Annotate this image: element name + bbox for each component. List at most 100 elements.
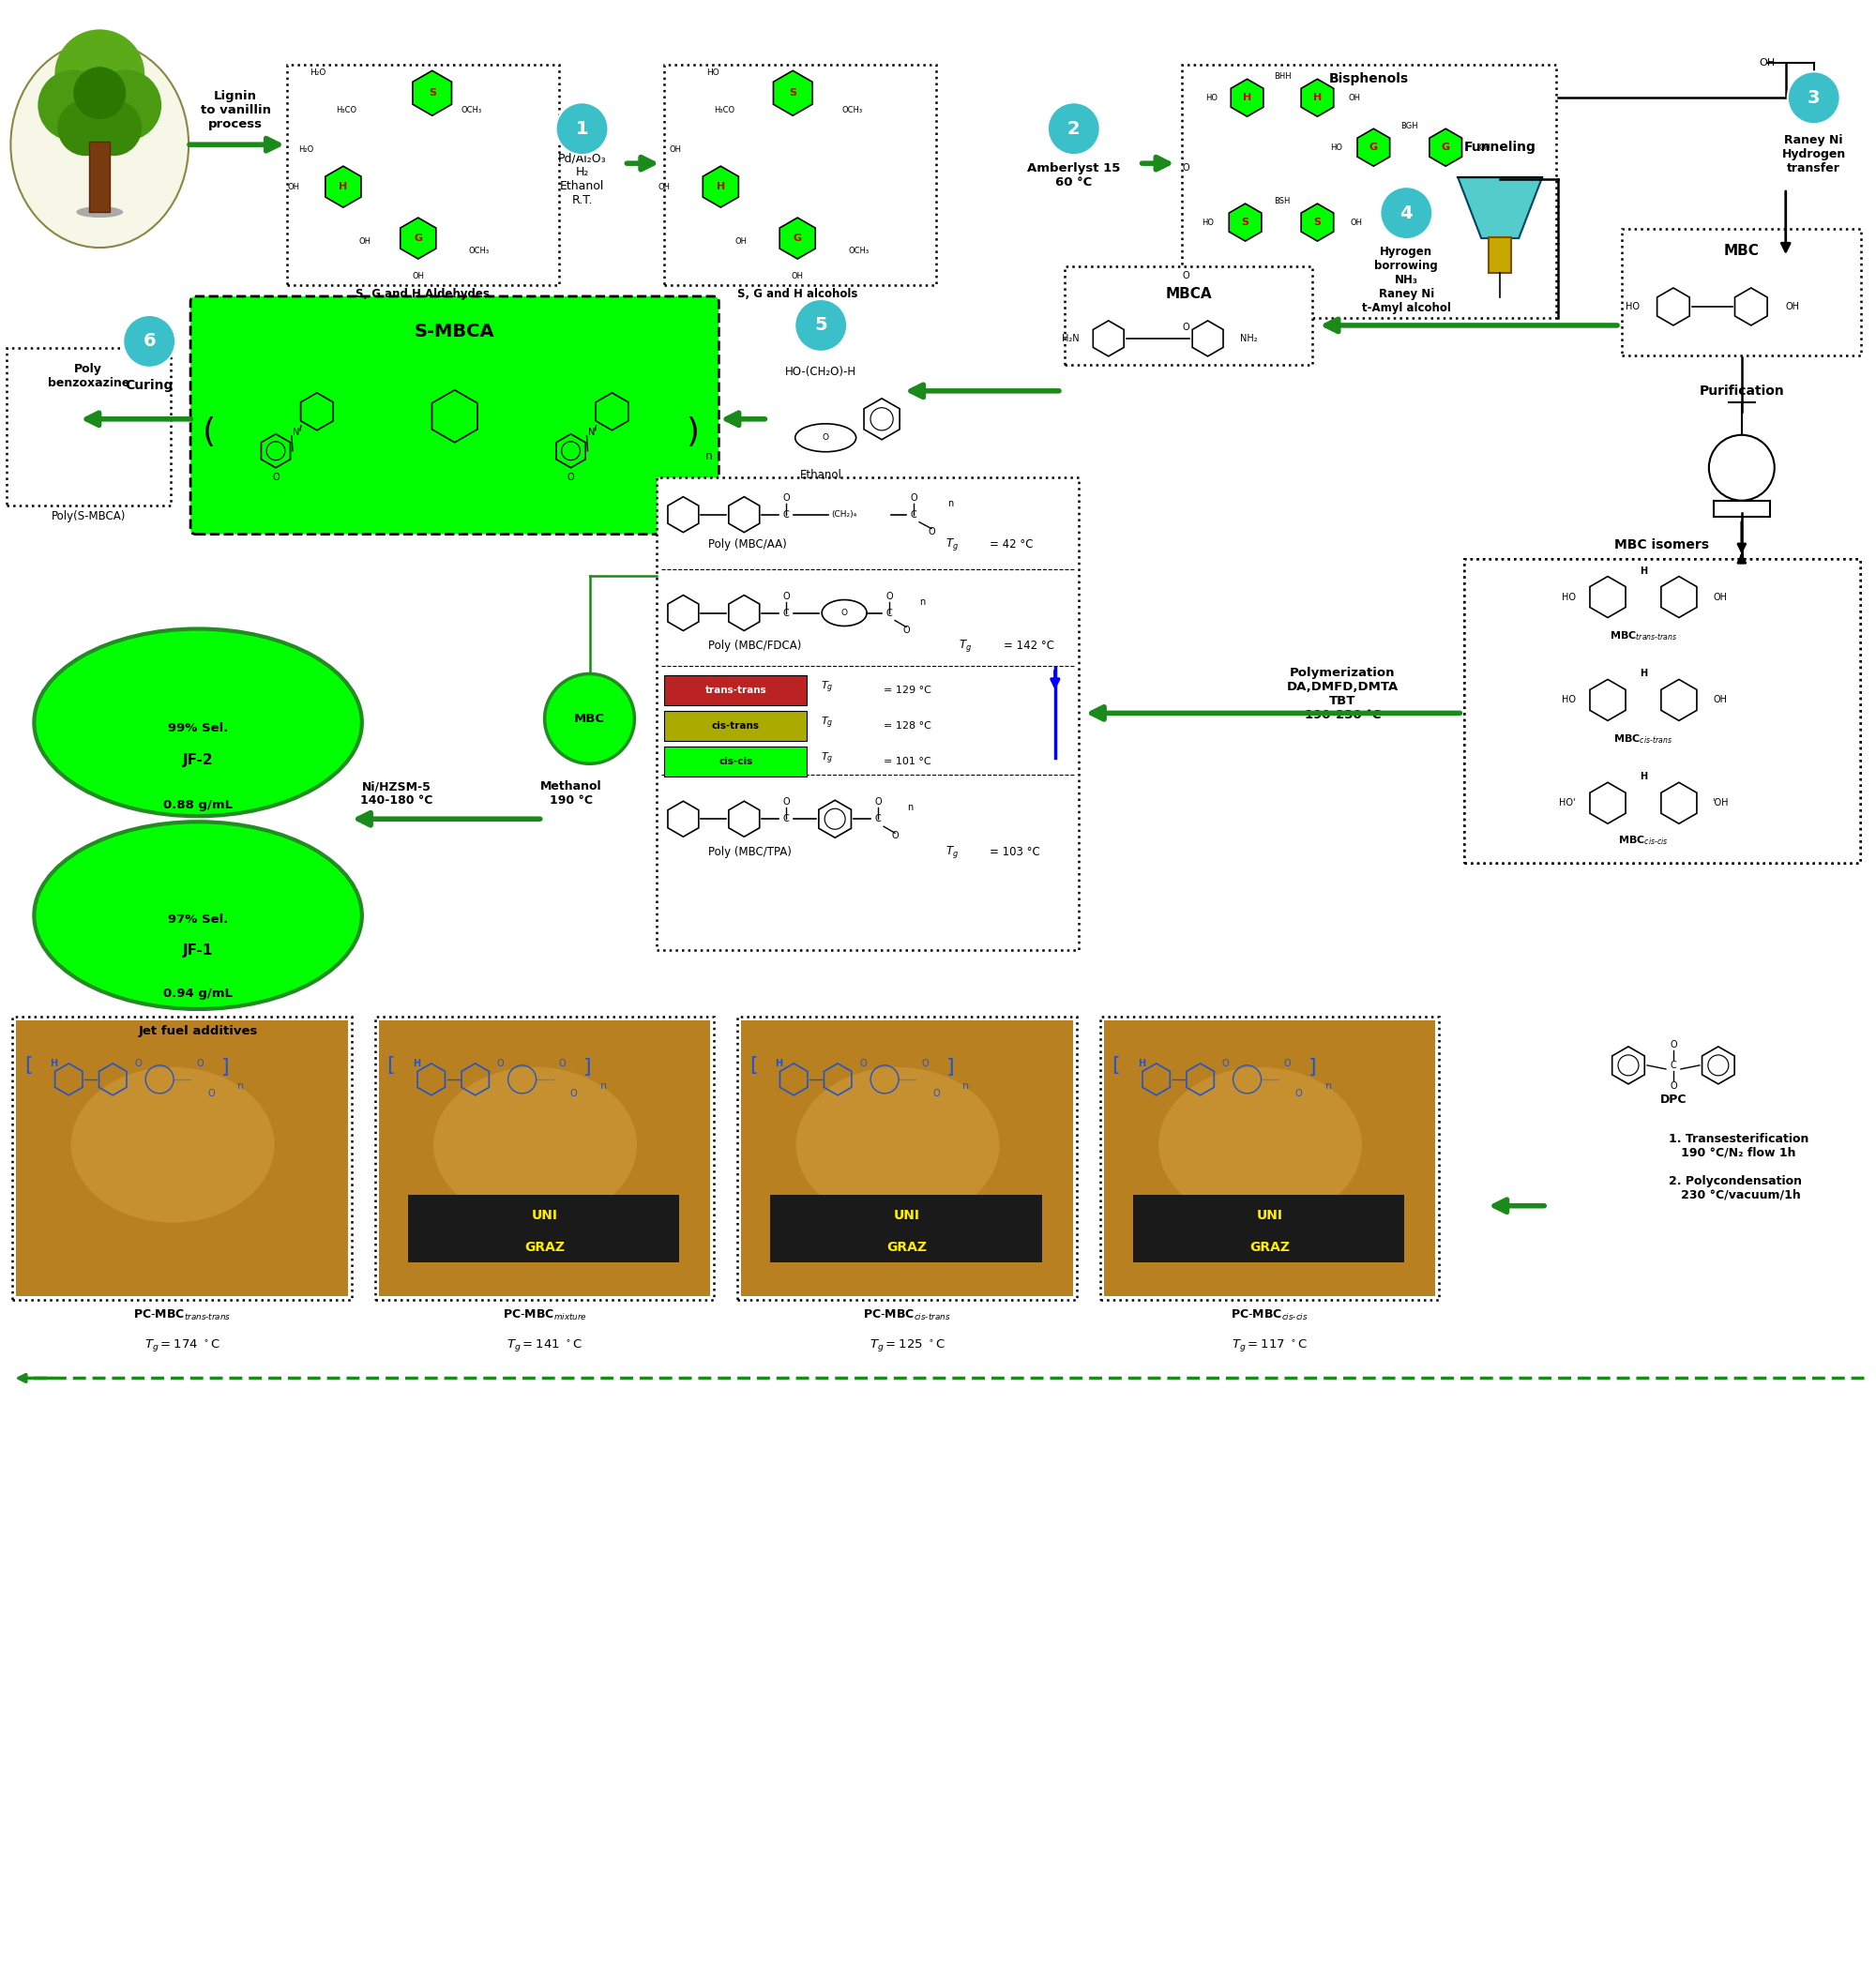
Text: n: n bbox=[705, 451, 713, 463]
Text: 1: 1 bbox=[576, 121, 589, 138]
Text: OCH₃: OCH₃ bbox=[461, 105, 482, 115]
Text: OCH₃: OCH₃ bbox=[848, 247, 869, 255]
Bar bbox=[1465, 559, 1859, 864]
Text: Bisphenols: Bisphenols bbox=[1328, 73, 1409, 85]
Text: BSH: BSH bbox=[1274, 196, 1291, 206]
Text: S-MBCA: S-MBCA bbox=[415, 322, 495, 340]
Polygon shape bbox=[1660, 577, 1696, 617]
Text: O: O bbox=[197, 1060, 203, 1068]
Text: cis-trans: cis-trans bbox=[711, 722, 760, 731]
Bar bbox=[1465, 559, 1859, 864]
Text: UNI: UNI bbox=[531, 1208, 557, 1222]
Ellipse shape bbox=[795, 1068, 1000, 1222]
Text: O: O bbox=[1182, 271, 1189, 281]
Text: $\mathbf{MBC}_{cis\text{-}trans}$: $\mathbf{MBC}_{cis\text{-}trans}$ bbox=[1613, 733, 1673, 745]
Text: Hyrogen
borrowing
NH₃
Raney Ni
t-Amyl alcohol: Hyrogen borrowing NH₃ Raney Ni t-Amyl al… bbox=[1362, 247, 1450, 314]
Circle shape bbox=[1381, 186, 1433, 239]
Text: OH: OH bbox=[1478, 142, 1491, 152]
Text: O: O bbox=[497, 1060, 505, 1068]
Circle shape bbox=[1709, 435, 1775, 500]
Text: O: O bbox=[567, 473, 574, 482]
Bar bbox=[1099, 1016, 1439, 1299]
Text: $\mathbf{PC\text{-}MBC}_{mixture}$: $\mathbf{PC\text{-}MBC}_{mixture}$ bbox=[503, 1309, 587, 1323]
Text: 4: 4 bbox=[1399, 204, 1413, 221]
Polygon shape bbox=[728, 801, 760, 836]
Text: HO': HO' bbox=[1559, 799, 1576, 809]
Text: O: O bbox=[559, 1060, 567, 1068]
Text: O: O bbox=[570, 1089, 578, 1097]
Text: = 128 °C: = 128 °C bbox=[884, 722, 930, 731]
Polygon shape bbox=[668, 496, 698, 532]
Text: OH: OH bbox=[413, 271, 424, 281]
Text: 5: 5 bbox=[814, 316, 827, 334]
Polygon shape bbox=[780, 217, 816, 259]
Text: C: C bbox=[910, 510, 917, 520]
Bar bbox=[737, 1016, 1077, 1299]
Text: Ethanol: Ethanol bbox=[799, 469, 842, 480]
Text: n: n bbox=[600, 1081, 608, 1091]
Text: ]: ] bbox=[583, 1058, 591, 1077]
Polygon shape bbox=[400, 217, 435, 259]
Text: Pd/Al₂O₃
H₂
Ethanol
R.T.: Pd/Al₂O₃ H₂ Ethanol R.T. bbox=[557, 152, 606, 206]
Text: O: O bbox=[1670, 1081, 1677, 1091]
Text: H: H bbox=[1640, 773, 1647, 781]
Text: $T_g = 141\ ^\circ\mathrm{C}$: $T_g = 141\ ^\circ\mathrm{C}$ bbox=[507, 1338, 582, 1354]
Text: Methanol
190 °C: Methanol 190 °C bbox=[540, 781, 602, 807]
Polygon shape bbox=[1660, 783, 1696, 824]
Bar bbox=[771, 1194, 1041, 1261]
Text: $T_g$: $T_g$ bbox=[822, 716, 833, 730]
Text: O: O bbox=[910, 492, 917, 502]
Text: $T_g$: $T_g$ bbox=[946, 844, 959, 860]
Text: $T_g$: $T_g$ bbox=[946, 536, 959, 552]
Text: 3: 3 bbox=[1807, 89, 1820, 107]
Text: O: O bbox=[782, 797, 790, 807]
Ellipse shape bbox=[34, 822, 362, 1008]
Polygon shape bbox=[1229, 204, 1261, 241]
Polygon shape bbox=[1660, 680, 1696, 722]
Text: C: C bbox=[1670, 1060, 1677, 1070]
Text: O: O bbox=[135, 1060, 141, 1068]
Ellipse shape bbox=[34, 629, 362, 817]
Text: Poly
benzoxazine: Poly benzoxazine bbox=[47, 364, 129, 389]
Text: O: O bbox=[1283, 1060, 1291, 1068]
Ellipse shape bbox=[11, 42, 189, 247]
Text: Curing: Curing bbox=[126, 380, 173, 391]
Text: OH: OH bbox=[1713, 593, 1728, 601]
Text: H₂O: H₂O bbox=[298, 144, 313, 154]
Text: $T_g = 117\ ^\circ\mathrm{C}$: $T_g = 117\ ^\circ\mathrm{C}$ bbox=[1233, 1338, 1308, 1354]
Text: [: [ bbox=[749, 1056, 758, 1075]
Text: OH: OH bbox=[1713, 696, 1728, 704]
Text: S: S bbox=[428, 89, 435, 97]
Text: H: H bbox=[1640, 668, 1647, 678]
Text: O: O bbox=[272, 473, 280, 482]
Bar bbox=[287, 65, 559, 285]
Text: GRAZ: GRAZ bbox=[525, 1240, 565, 1253]
Text: Lignin
to vanillin
process: Lignin to vanillin process bbox=[201, 89, 270, 130]
Text: Poly(S-MBCA): Poly(S-MBCA) bbox=[51, 510, 126, 522]
Text: Ni/HZSM-5
140-180 °C: Ni/HZSM-5 140-180 °C bbox=[360, 781, 433, 807]
Text: O: O bbox=[208, 1089, 214, 1097]
Circle shape bbox=[124, 314, 176, 368]
Text: [: [ bbox=[24, 1056, 32, 1075]
Text: OH: OH bbox=[792, 271, 803, 281]
Text: S: S bbox=[1313, 217, 1321, 227]
Text: C: C bbox=[782, 609, 790, 617]
Text: ]: ] bbox=[221, 1058, 229, 1077]
Text: $\mathbf{MBC}_{cis\text{-}cis}$: $\mathbf{MBC}_{cis\text{-}cis}$ bbox=[1619, 834, 1668, 846]
Text: H: H bbox=[775, 1060, 782, 1068]
Circle shape bbox=[86, 99, 143, 156]
Polygon shape bbox=[1589, 783, 1626, 824]
Text: = 101 °C: = 101 °C bbox=[884, 757, 930, 767]
Polygon shape bbox=[1589, 680, 1626, 722]
Text: MBC isomers: MBC isomers bbox=[1615, 538, 1709, 552]
Text: n: n bbox=[238, 1081, 244, 1091]
Text: 'OH: 'OH bbox=[1713, 799, 1728, 809]
Text: (CH₂)₄: (CH₂)₄ bbox=[831, 510, 857, 518]
Ellipse shape bbox=[71, 1068, 274, 1222]
Polygon shape bbox=[1094, 320, 1124, 356]
Polygon shape bbox=[413, 71, 452, 115]
Bar bbox=[664, 676, 807, 706]
Text: ]: ] bbox=[1309, 1058, 1317, 1077]
Text: Jet fuel additives: Jet fuel additives bbox=[139, 1026, 257, 1038]
Circle shape bbox=[1788, 71, 1840, 125]
